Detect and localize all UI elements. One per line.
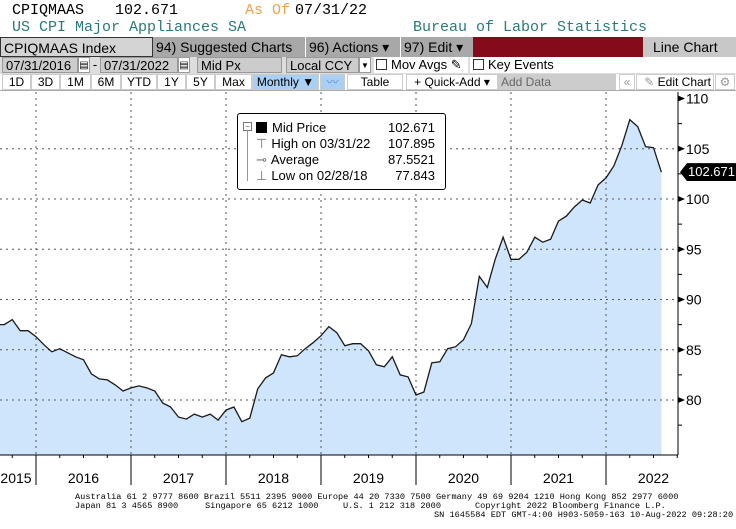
x-tick-label: 2021 bbox=[543, 470, 574, 486]
x-tick-label: 2020 bbox=[448, 470, 479, 486]
footer-us: U.S. 1 212 318 2000 bbox=[343, 501, 441, 511]
x-tick-label: 2015 bbox=[0, 470, 31, 486]
y-tick-arrow bbox=[678, 246, 685, 253]
as-of-label: As Of bbox=[245, 2, 291, 19]
footer-japan: Japan 81 3 4565 8900 bbox=[75, 501, 179, 511]
period-3d[interactable]: 3D bbox=[31, 74, 60, 90]
average-label: Average bbox=[270, 152, 320, 167]
security-field[interactable]: CPIQMAAS Index bbox=[0, 37, 153, 57]
quick-add-button[interactable]: + Quick-Add ▾ bbox=[406, 74, 498, 90]
mov-avgs-label: Mov Avgs bbox=[391, 57, 448, 72]
source: Bureau of Labor Statistics bbox=[413, 19, 648, 36]
y-tick-label: 90 bbox=[686, 292, 702, 308]
edit-menu[interactable]: 97) Edit ▾ bbox=[401, 37, 473, 57]
y-tick-arrow bbox=[678, 95, 685, 102]
footer-copyright: Copyright 2022 Bloomberg Finance L.P. bbox=[475, 501, 666, 511]
price-line bbox=[0, 118, 663, 423]
high-marker-icon: ⊤ bbox=[256, 136, 268, 151]
x-tick-label: 2019 bbox=[353, 470, 384, 486]
calendar-icon[interactable]: ▤ bbox=[178, 57, 190, 73]
line-chart-icon[interactable]: 〰 bbox=[320, 74, 345, 90]
checkbox[interactable] bbox=[376, 59, 387, 70]
x-tick-label: 2022 bbox=[638, 470, 669, 486]
end-date-input[interactable]: 07/31/2022 bbox=[100, 57, 178, 73]
mov-avgs-toggle[interactable]: Mov Avgs ✎ bbox=[374, 57, 468, 73]
last-value: 102.671 bbox=[115, 2, 179, 19]
edit-chart-button[interactable]: ✎ Edit Chart bbox=[636, 74, 714, 90]
chevron-down-icon[interactable]: ▼ bbox=[359, 57, 371, 73]
average-value: 87.5521 bbox=[388, 152, 435, 167]
back-button[interactable]: « bbox=[619, 74, 635, 90]
mid-price-value: 102.671 bbox=[388, 120, 435, 135]
date-separator: - bbox=[92, 57, 98, 72]
price-area bbox=[0, 119, 662, 455]
x-tick-label: 2018 bbox=[258, 470, 289, 486]
chart-type-label[interactable]: Line Chart bbox=[643, 37, 736, 57]
y-tick-label: 85 bbox=[686, 342, 702, 358]
y-tick-label: 105 bbox=[686, 141, 710, 157]
field-select[interactable]: Mid Px bbox=[197, 57, 282, 73]
table-button[interactable]: Table bbox=[347, 74, 403, 90]
series-swatch-icon bbox=[256, 122, 267, 133]
y-tick-arrow bbox=[678, 145, 685, 152]
high-label: High on 03/31/22 bbox=[271, 136, 371, 151]
high-value: 107.895 bbox=[388, 136, 435, 151]
pencil-icon[interactable]: ✎ bbox=[447, 57, 462, 72]
collapse-icon[interactable]: − bbox=[243, 122, 252, 131]
period-1d[interactable]: 1D bbox=[2, 74, 31, 90]
last-price-tag: 102.671 bbox=[680, 163, 736, 182]
low-marker-icon: ⊥ bbox=[256, 168, 268, 183]
key-events-label: Key Events bbox=[488, 57, 554, 72]
as-of-date: 07/31/22 bbox=[295, 2, 368, 19]
edit-chart-label: Edit Chart bbox=[657, 75, 711, 89]
footer-line3: SN 1645584 EDT GMT-4:00 H903-5059-163 10… bbox=[434, 510, 734, 520]
x-tick-label: 2017 bbox=[163, 470, 194, 486]
tree-line bbox=[247, 131, 248, 181]
period-6m[interactable]: 6M bbox=[91, 74, 121, 90]
footer-singapore: Singapore 65 6212 1000 bbox=[205, 501, 319, 511]
y-tick-label: 110 bbox=[686, 91, 709, 107]
add-data-input[interactable]: Add Data bbox=[498, 74, 616, 90]
calendar-icon[interactable]: ▤ bbox=[78, 57, 90, 73]
y-tick-arrow bbox=[678, 397, 685, 403]
price-chart: 80 85 90 95 100 105 110 2015 2016 2017 2018 2019 202… bbox=[0, 91, 710, 486]
actions-menu[interactable]: 96) Actions ▾ bbox=[306, 37, 400, 57]
period-ytd[interactable]: YTD bbox=[121, 74, 157, 90]
y-tick-label: 95 bbox=[686, 241, 702, 257]
low-value: 77.843 bbox=[395, 168, 435, 183]
pencil-icon: ✎ bbox=[644, 75, 658, 89]
gear-icon[interactable]: ⚙ bbox=[715, 74, 735, 90]
period-5y[interactable]: 5Y bbox=[186, 74, 215, 90]
mid-price-label: Mid Price bbox=[272, 120, 327, 135]
period-max[interactable]: Max bbox=[215, 74, 252, 90]
low-label: Low on 02/28/18 bbox=[271, 168, 368, 183]
y-tick-label: 80 bbox=[686, 392, 702, 408]
x-tick-label: 2016 bbox=[68, 470, 99, 486]
banner bbox=[473, 37, 643, 57]
ticker: CPIQMAAS bbox=[12, 2, 85, 19]
currency-select[interactable]: Local CCY bbox=[286, 57, 359, 73]
y-tick-arrow bbox=[678, 296, 685, 303]
frequency-select[interactable]: Monthly ▼ bbox=[252, 74, 319, 90]
period-1y[interactable]: 1Y bbox=[157, 74, 186, 90]
suggested-charts-button[interactable]: 94) Suggested Charts bbox=[153, 37, 305, 57]
y-tick-arrow bbox=[678, 196, 685, 202]
start-date-input[interactable]: 07/31/2016 bbox=[2, 57, 78, 73]
footer-line1: Australia 61 2 9777 8600 Brazil 5511 239… bbox=[75, 492, 679, 502]
key-events-toggle[interactable]: Key Events bbox=[470, 57, 736, 73]
y-tick-arrow bbox=[678, 346, 685, 353]
description: US CPI Major Appliances SA bbox=[12, 19, 247, 36]
checkbox[interactable] bbox=[473, 59, 484, 70]
legend: − Mid Price 102.671 ⊤ High on 03/31/22 10… bbox=[237, 113, 446, 190]
period-1m[interactable]: 1M bbox=[60, 74, 91, 90]
y-tick-label: 100 bbox=[686, 191, 710, 207]
average-marker-icon: ⊸ bbox=[256, 152, 267, 167]
